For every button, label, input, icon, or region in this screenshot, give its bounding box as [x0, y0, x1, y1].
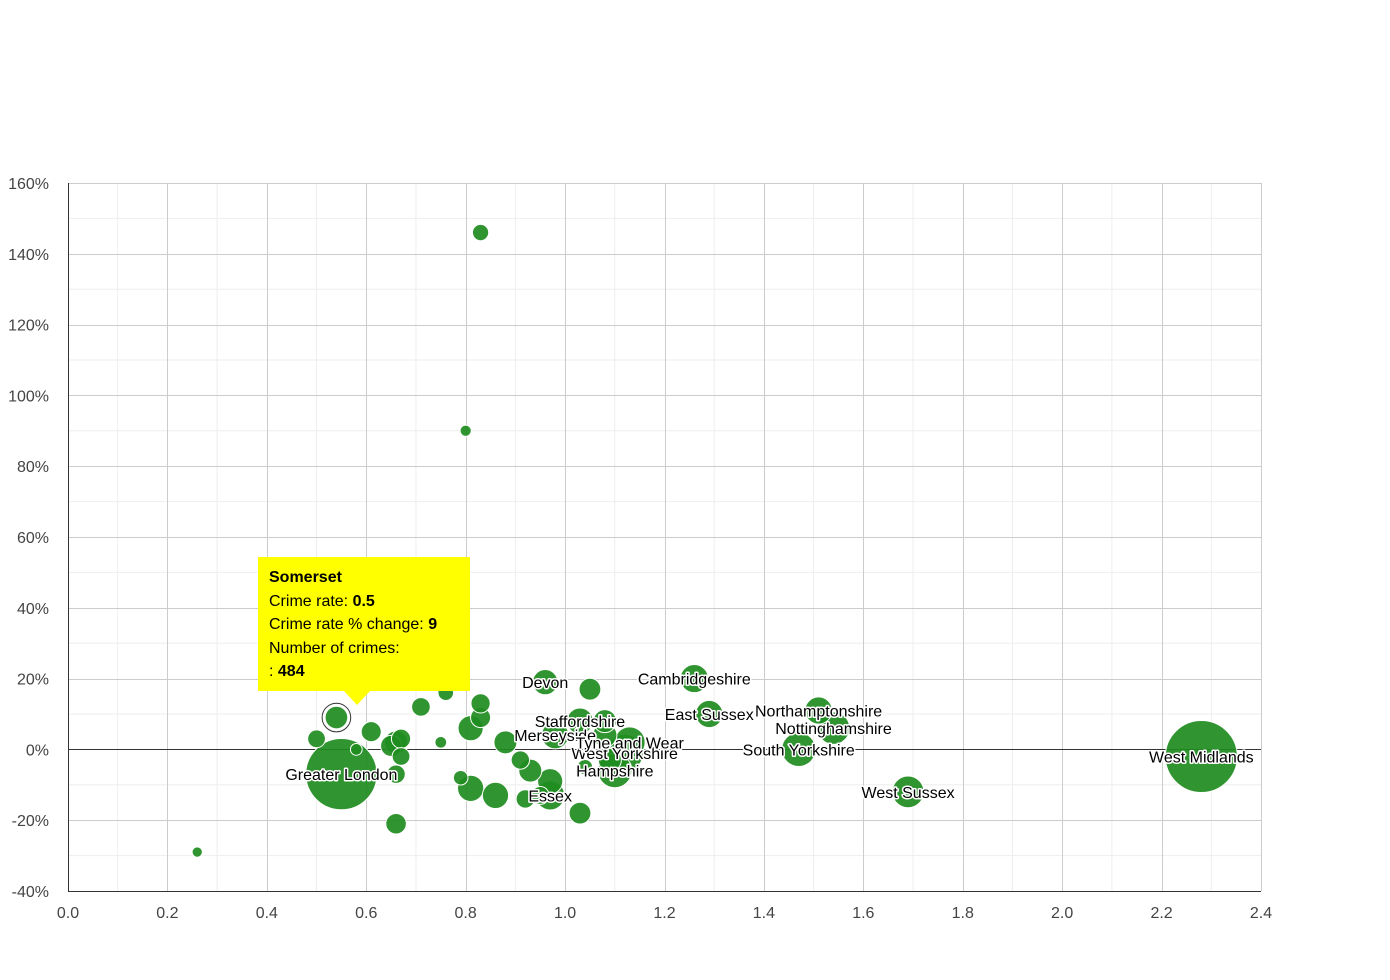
- data-point: [324, 705, 349, 730]
- y-tick-label: 60%: [17, 530, 49, 547]
- data-point: [386, 764, 406, 784]
- x-tick-label: 1.6: [852, 905, 874, 922]
- x-tick-label: 0.8: [455, 905, 477, 922]
- chart-point-labels: Greater London Devon Essex MerseysideStaffo…: [284, 670, 1255, 807]
- x-tick-label: 0.4: [256, 905, 278, 922]
- hover-tooltip: Somerset Crime rate: 0.5 Crime rate % ch…: [258, 557, 470, 705]
- data-point: [804, 696, 833, 725]
- data-point: [481, 781, 510, 810]
- tooltip-count-row: : 484: [269, 660, 459, 684]
- data-point: [390, 728, 412, 749]
- tooltip-count-label: Number of crimes:: [269, 639, 400, 657]
- data-point: [597, 748, 622, 773]
- tooltip-count-value: 484: [277, 663, 305, 680]
- x-tick-label: 1.4: [753, 905, 775, 922]
- point-label: South Yorkshire: [743, 742, 855, 759]
- tooltip-rate-row: Crime rate: 0.5: [269, 590, 459, 614]
- point-label: Nottinghamshire: [775, 721, 892, 738]
- point-label: East Sussex: [665, 707, 754, 724]
- data-point: [1164, 719, 1238, 793]
- data-point: [679, 664, 709, 694]
- x-tick-label: 2.4: [1250, 905, 1272, 922]
- y-tick-label: 140%: [8, 247, 49, 264]
- point-label: Tyne and Wear: [576, 735, 685, 752]
- data-point: [891, 775, 925, 809]
- point-label: West Yorkshire: [572, 746, 679, 763]
- y-tick-label: -40%: [12, 884, 49, 901]
- tooltip-title: Somerset: [269, 569, 342, 586]
- x-tick-label: 1.0: [554, 905, 576, 922]
- x-tick-label: 2.2: [1150, 905, 1172, 922]
- data-point: [592, 709, 617, 734]
- y-tick-label: 120%: [8, 318, 49, 335]
- data-point: [541, 721, 570, 750]
- data-point: [568, 801, 592, 825]
- tooltip-count-prefix: :: [269, 663, 274, 680]
- x-tick-label: 1.2: [653, 905, 675, 922]
- data-point: [459, 424, 472, 437]
- x-tick-label: 1.8: [952, 905, 974, 922]
- point-label: Merseyside: [514, 728, 596, 745]
- tooltip-change-label: Crime rate % change:: [269, 616, 424, 633]
- y-tick-label: 80%: [17, 459, 49, 476]
- point-label: Cambridgeshire: [638, 672, 751, 689]
- chart-points: [191, 223, 1238, 858]
- y-tick-label: 160%: [8, 176, 49, 193]
- point-label: West Midlands: [1149, 749, 1254, 766]
- data-point: [470, 693, 491, 714]
- data-point: [191, 846, 203, 858]
- point-label: Essex: [528, 788, 572, 805]
- data-point: [307, 729, 326, 749]
- tooltip-rate-label: Crime rate:: [269, 592, 349, 610]
- tooltip-change-value: 9: [428, 616, 438, 633]
- tooltip-rate-value: 0.5: [352, 592, 375, 610]
- data-point: [471, 223, 490, 242]
- y-tick-label: 100%: [8, 388, 49, 405]
- data-point: [434, 735, 448, 749]
- x-tick-label: 2.0: [1051, 905, 1073, 922]
- tooltip-pointer: [344, 691, 370, 705]
- point-label: Devon: [522, 675, 568, 692]
- point-label: Greater London: [285, 767, 397, 784]
- selected-point-ring: [321, 702, 352, 733]
- data-point: [360, 721, 382, 743]
- y-tick-label: -20%: [12, 813, 49, 830]
- data-point: [305, 738, 378, 811]
- point-label: West Sussex: [862, 785, 955, 802]
- data-point: [576, 758, 594, 776]
- data-point: [391, 747, 411, 766]
- data-point: [349, 743, 363, 756]
- data-point: [530, 786, 550, 805]
- point-label: Hampshire: [576, 764, 653, 781]
- x-tick-label: 0.6: [355, 905, 377, 922]
- y-tick-label: 20%: [17, 672, 49, 689]
- point-label: Staffordshire: [535, 714, 626, 731]
- point-label: Northamptonshire: [755, 703, 882, 720]
- data-point: [385, 812, 407, 835]
- data-point: [532, 669, 559, 696]
- y-tick-label: 0%: [26, 742, 49, 759]
- data-point: [695, 699, 724, 729]
- chart-axes: 0.0 0.2 0.4 0.6 0.8 1.0 1.2 1.4 1.6 1.8 2.0 2.2 2.4 -…: [8, 176, 1272, 922]
- data-point: [578, 677, 602, 701]
- data-point: [452, 769, 469, 786]
- data-point: [411, 697, 431, 717]
- y-tick-label: 40%: [17, 601, 49, 618]
- x-tick-label: 0.2: [156, 905, 178, 922]
- data-point: [493, 730, 518, 755]
- x-tick-label: 0.0: [57, 905, 79, 922]
- tooltip-change-row: Crime rate % change: 9: [269, 613, 459, 637]
- data-point: [781, 731, 817, 767]
- chart-grid: [68, 183, 1262, 892]
- data-point: [510, 750, 531, 770]
